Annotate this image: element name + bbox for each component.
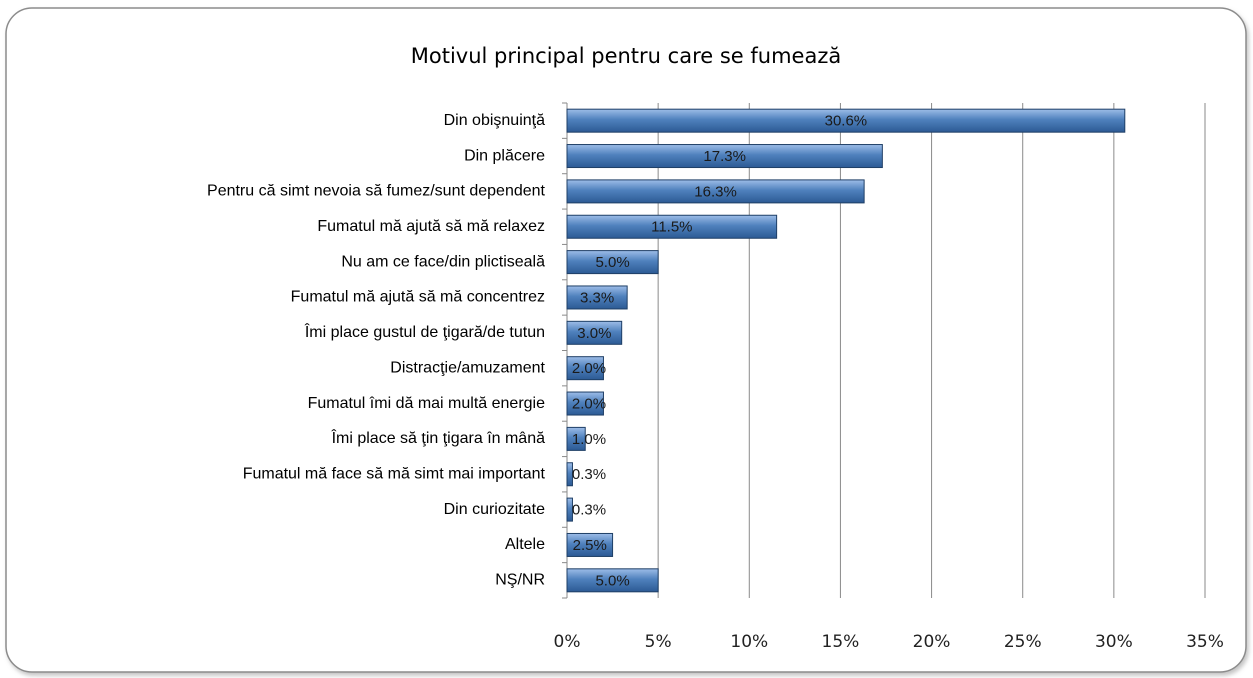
value-label: 1.0% (572, 431, 606, 448)
bar (566, 144, 883, 169)
x-tick-label: 35% (1186, 632, 1224, 652)
value-label: 5.0% (595, 572, 629, 589)
y-tick-label: Din plăcere (464, 147, 545, 164)
bar (566, 179, 865, 204)
x-tick-label: 10% (730, 632, 768, 652)
y-tick-label: Îmi place să ţin ţigara în mână (331, 428, 546, 447)
value-label: 5.0% (595, 254, 629, 271)
y-tick-label: NŞ/NR (495, 572, 545, 589)
bar (566, 532, 614, 557)
value-label: 2.0% (572, 360, 606, 377)
bar (566, 356, 604, 381)
bar (566, 250, 659, 275)
y-tick-label: Fumatul mă face să mă simt mai important (243, 465, 546, 482)
bar (566, 214, 778, 239)
x-tick-label: 15% (822, 632, 860, 652)
value-label: 0.3% (572, 502, 606, 519)
y-tick-label: Distracţie/amuzament (390, 359, 545, 376)
bar (566, 108, 1126, 133)
value-label: 2.5% (573, 537, 607, 554)
x-tick-label: 5% (645, 632, 672, 652)
value-label: 3.0% (577, 325, 611, 342)
x-tick-label: 25% (1004, 632, 1042, 652)
x-tick-label: 0% (554, 632, 581, 652)
bar (566, 462, 573, 487)
bar (566, 497, 573, 522)
value-label: 17.3% (703, 148, 746, 165)
bar (566, 568, 659, 593)
y-tick-label: Fumatul mă ajută să mă relaxez (317, 218, 545, 235)
bar (566, 285, 628, 310)
value-label: 30.6% (825, 113, 868, 130)
x-tick-label: 20% (913, 632, 951, 652)
y-tick-label: Fumatul îmi dă mai multă energie (308, 395, 546, 412)
value-label: 3.3% (580, 289, 614, 306)
bar (566, 320, 623, 345)
y-tick-label: Nu am ce face/din plictiseală (341, 253, 545, 270)
y-tick-label: Fumatul mă ajută să mă concentrez (291, 289, 545, 306)
bar (566, 426, 586, 451)
x-tick-label: 30% (1095, 632, 1133, 652)
bar (566, 391, 604, 416)
y-tick-label: Îmi place gustul de ţigară/de tutun (304, 322, 545, 341)
chart-title: Motivul principal pentru care se fumează (411, 44, 841, 68)
y-tick-label: Pentru că simt nevoia să fumez/sunt depe… (207, 183, 546, 200)
value-label: 0.3% (572, 466, 606, 483)
y-tick-label: Altele (505, 536, 545, 553)
value-label: 2.0% (572, 396, 606, 413)
chart-frame (5, 7, 1247, 673)
y-tick-label: Din curiozitate (444, 501, 545, 518)
value-label: 16.3% (694, 183, 737, 200)
value-label: 11.5% (651, 219, 692, 236)
y-tick-label: Din obişnuinţă (444, 112, 546, 129)
